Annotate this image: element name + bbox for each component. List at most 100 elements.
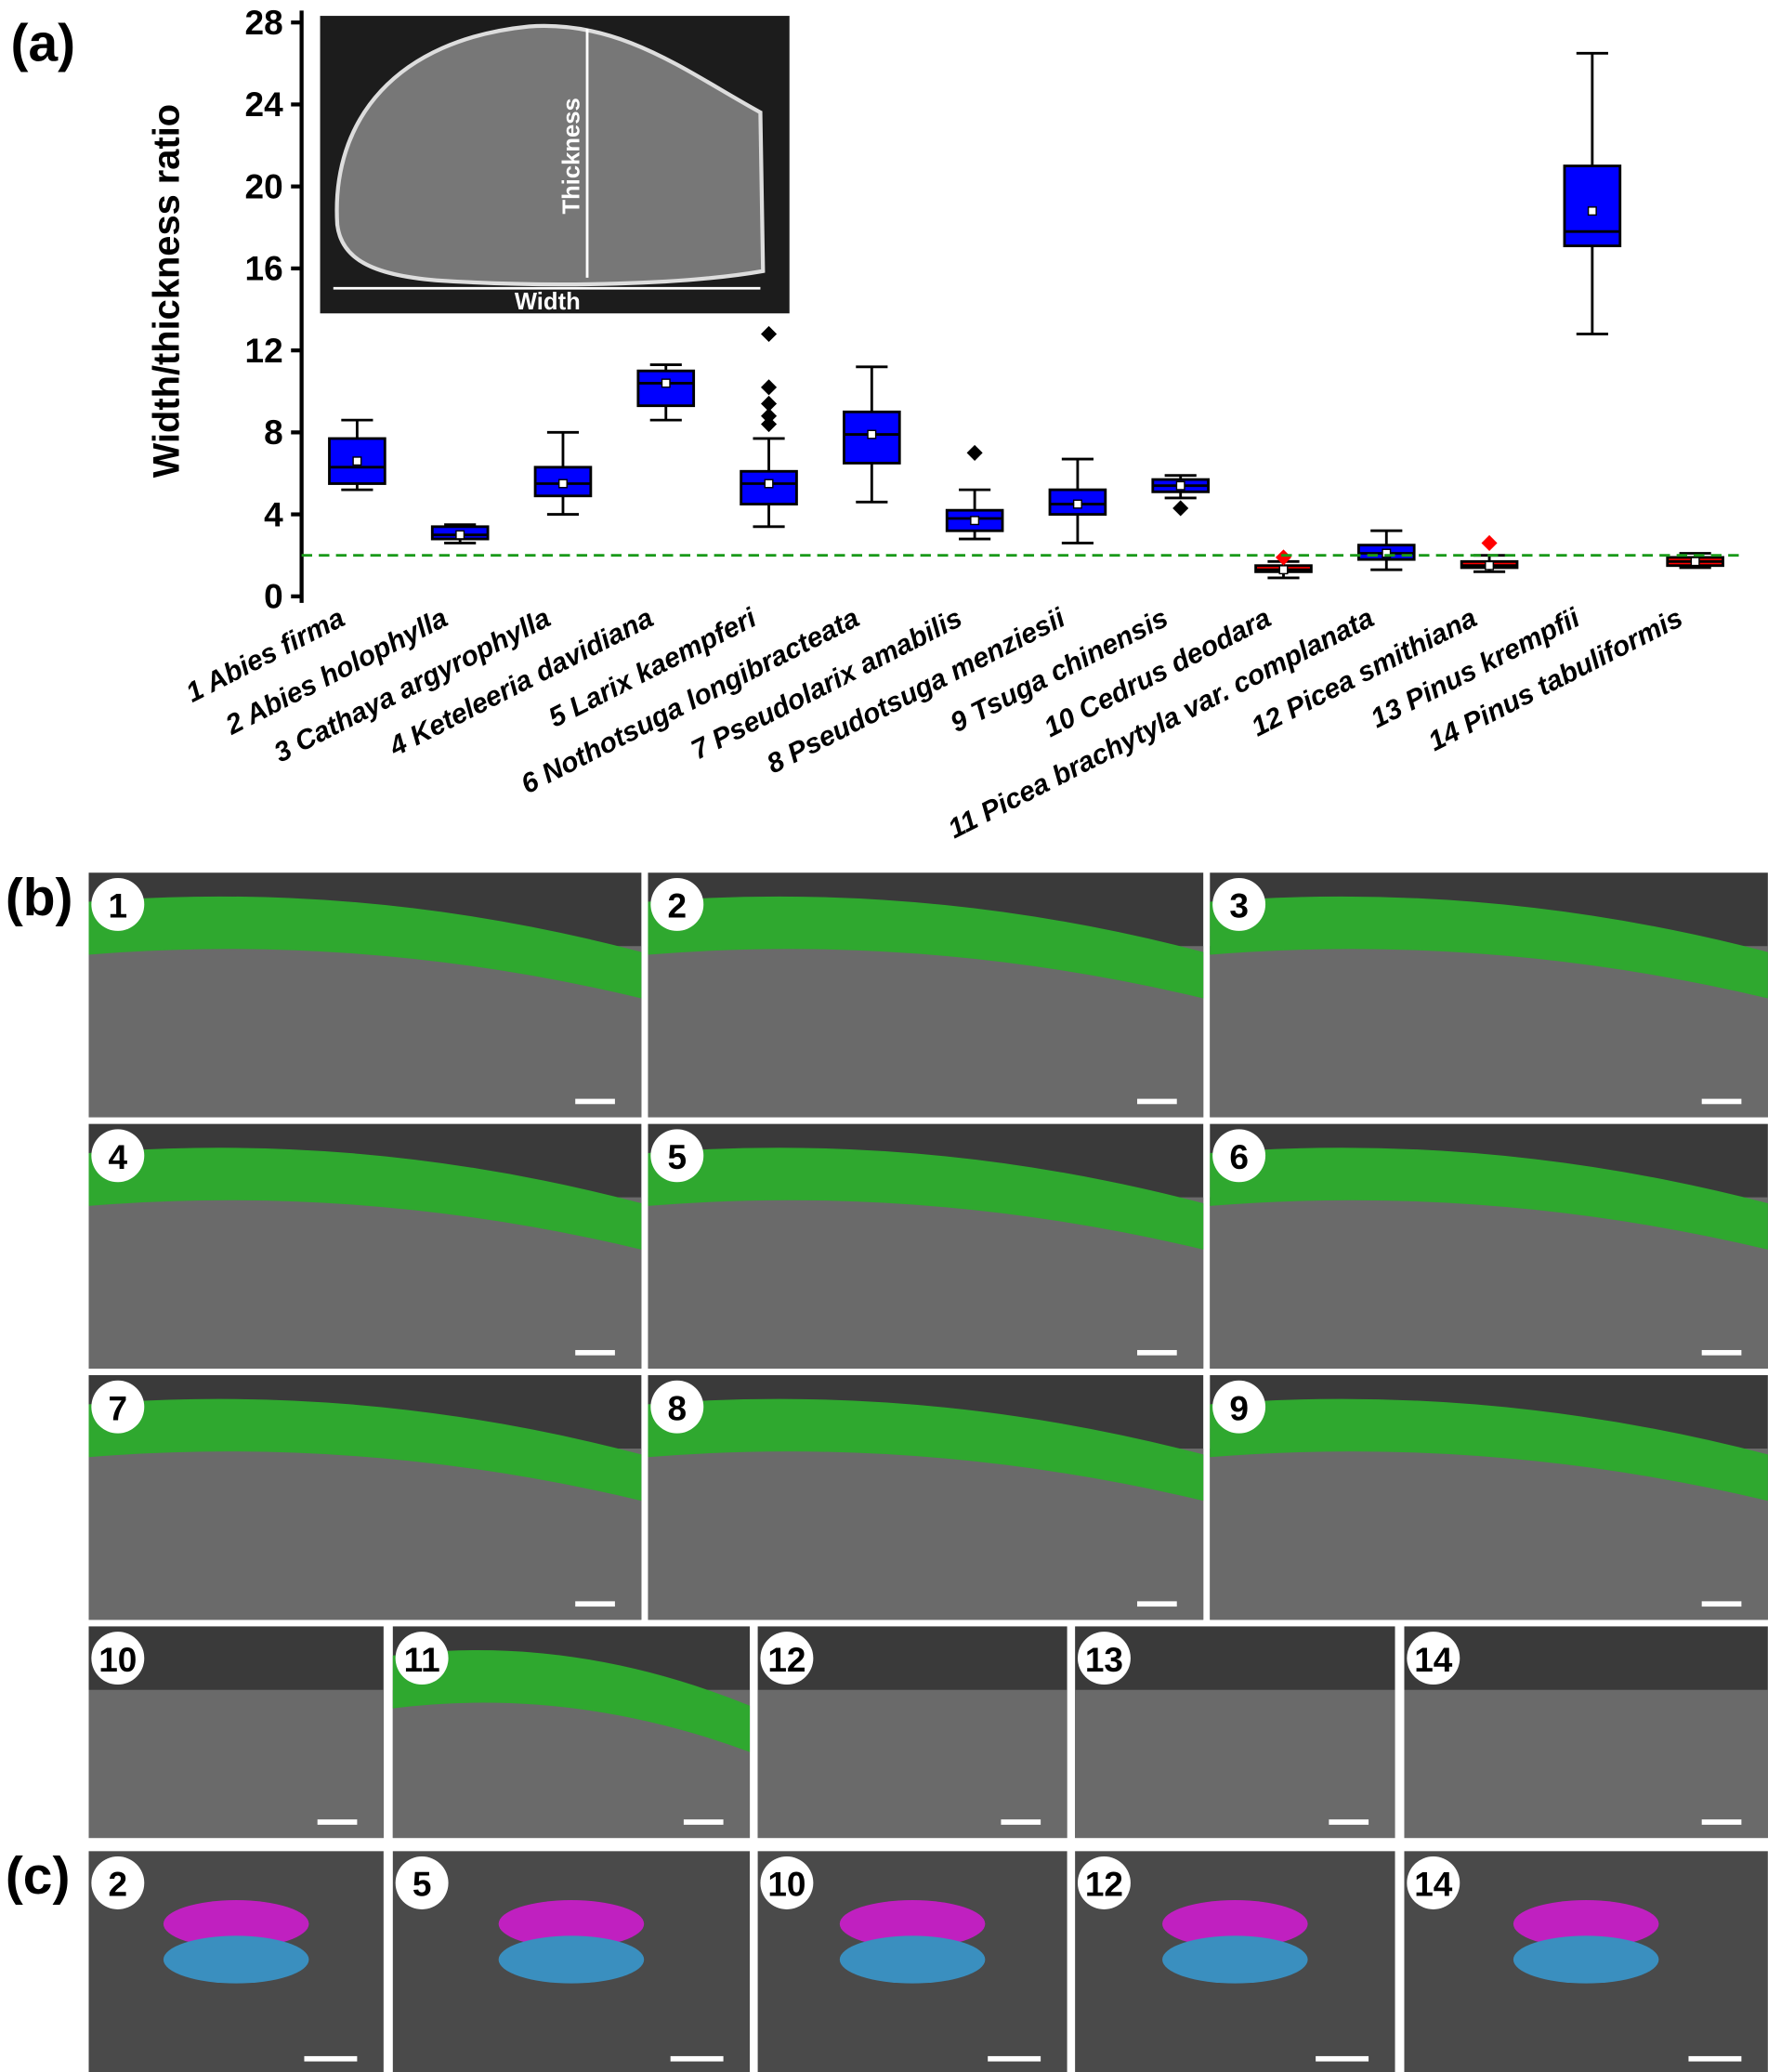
tissue (757, 1689, 1067, 1839)
mesophyll-layer (648, 1147, 1204, 1250)
xylem (163, 1899, 309, 1948)
xylem (498, 1899, 645, 1948)
label-badge (395, 1632, 449, 1685)
scale-bar (1316, 2055, 1369, 2062)
box (328, 437, 386, 485)
panel-number: 5 (413, 1866, 432, 1904)
label-badge (650, 877, 704, 931)
mean (1485, 560, 1495, 570)
mean (1278, 565, 1289, 575)
panel-number: 12 (767, 1641, 805, 1679)
label-badge (1212, 1380, 1266, 1434)
panel-number: 14 (1414, 1641, 1453, 1679)
xylem (839, 1899, 986, 1948)
outlier (761, 415, 778, 433)
outlier (966, 444, 983, 461)
outlier (761, 408, 778, 425)
panel-number: 11 (404, 1641, 440, 1679)
phloem (1513, 1935, 1659, 1984)
mean (867, 429, 877, 439)
label-badge (395, 1856, 449, 1909)
tissue (1404, 1689, 1768, 1839)
box (1563, 164, 1622, 248)
scale-bar (1001, 1819, 1041, 1825)
label-badge (650, 1129, 704, 1183)
mesophyll-layer (1210, 896, 1768, 999)
y-tick-label: 20 (245, 167, 283, 205)
scale-bar (1137, 1349, 1177, 1356)
outlier (1481, 534, 1498, 552)
mean (661, 378, 671, 388)
mean (970, 516, 980, 526)
scale-bar (575, 1098, 615, 1105)
label-badge (1212, 877, 1266, 931)
inset-label: Width (515, 289, 581, 315)
label-badge (760, 1632, 814, 1685)
mesophyll-layer (392, 1650, 751, 1752)
mesophyll-layer (1210, 1147, 1768, 1250)
label-badge (91, 1856, 145, 1909)
mean (764, 479, 774, 489)
mesophyll-layer (648, 1398, 1204, 1502)
phloem (163, 1935, 309, 1984)
scale-bar (683, 1819, 724, 1825)
scale-bar (1137, 1601, 1177, 1607)
label-badge (91, 877, 145, 931)
mesophyll-layer (88, 1398, 642, 1502)
label-badge (1077, 1632, 1131, 1685)
scale-bar (575, 1601, 615, 1607)
phloem (498, 1935, 645, 1984)
scale-bar (1137, 1098, 1177, 1105)
panel-label: (b) (6, 868, 73, 927)
box (740, 469, 798, 505)
label-badge (1077, 1856, 1131, 1909)
panel-number: 2 (109, 1866, 128, 1904)
outlier (1275, 549, 1292, 566)
outlier (1172, 500, 1189, 517)
mean (557, 479, 568, 489)
scale-bar (1329, 1819, 1369, 1825)
panel-number: 6 (1229, 1138, 1249, 1176)
mesophyll-layer (88, 896, 642, 999)
mesophyll-layer (1210, 1398, 1768, 1502)
scale-bar (988, 2055, 1041, 2062)
label-badge (91, 1129, 145, 1183)
label-badge (1407, 1632, 1460, 1685)
micrographs: 1 2 34 5 67 8 910 11 12 13 142 5 10 12 14 (88, 872, 1768, 2072)
mean (1587, 206, 1597, 216)
tissue (1075, 1689, 1395, 1839)
label-badge (91, 1380, 145, 1434)
outlier (761, 379, 778, 396)
panel-number: 10 (98, 1641, 137, 1679)
panel-number: 3 (1229, 887, 1249, 925)
xylem (1513, 1899, 1659, 1948)
y-tick-label: 0 (264, 578, 283, 616)
scale-bar (1701, 1601, 1742, 1607)
y-tick-label: 24 (245, 85, 284, 124)
mean (1175, 480, 1185, 491)
scale-bar (575, 1349, 615, 1356)
label-badge (1407, 1856, 1460, 1909)
mean (1072, 499, 1082, 509)
label-badge (650, 1380, 704, 1434)
scale-bar (1701, 1819, 1742, 1825)
panel-number: 5 (667, 1138, 687, 1176)
mesophyll-layer (88, 1147, 642, 1250)
panel-label: (c) (6, 1846, 71, 1906)
y-tick-label: 4 (264, 495, 283, 533)
panel-number: 8 (667, 1389, 687, 1427)
label-badge (1212, 1129, 1266, 1183)
panel-number: 9 (1229, 1389, 1249, 1427)
mesophyll-layer (648, 896, 1204, 999)
inset: Thickness Width (320, 16, 790, 315)
mean (1690, 557, 1700, 567)
y-tick-label: 12 (245, 332, 283, 370)
panel-number: 4 (109, 1138, 128, 1176)
panel-label: (a) (11, 13, 76, 72)
y-tick-label: 16 (245, 250, 283, 288)
mean (1382, 548, 1392, 558)
panel-number: 13 (1085, 1641, 1123, 1679)
inset-label: Thickness (558, 98, 584, 214)
outlier (761, 325, 778, 343)
